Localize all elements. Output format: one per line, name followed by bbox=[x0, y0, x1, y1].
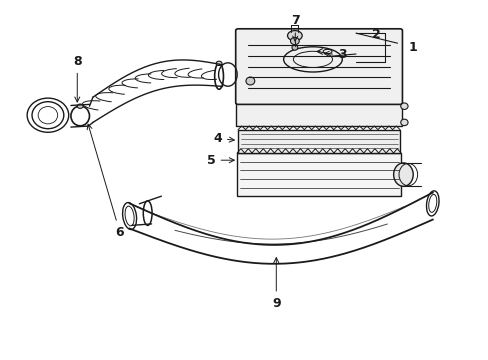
Ellipse shape bbox=[393, 163, 412, 186]
FancyBboxPatch shape bbox=[235, 29, 402, 104]
Ellipse shape bbox=[400, 103, 407, 109]
Text: 2: 2 bbox=[371, 28, 380, 41]
Bar bbox=[236, 103, 401, 126]
Text: 8: 8 bbox=[73, 55, 81, 102]
Ellipse shape bbox=[400, 119, 407, 126]
Bar bbox=[238, 130, 399, 153]
Text: 5: 5 bbox=[206, 154, 234, 167]
Ellipse shape bbox=[77, 104, 83, 108]
Text: 7: 7 bbox=[291, 14, 300, 41]
Ellipse shape bbox=[291, 45, 297, 50]
Text: 9: 9 bbox=[271, 258, 280, 310]
Text: 4: 4 bbox=[213, 132, 234, 145]
Text: 1: 1 bbox=[408, 41, 417, 54]
Ellipse shape bbox=[245, 77, 254, 85]
Text: 3: 3 bbox=[324, 48, 346, 61]
Ellipse shape bbox=[287, 31, 302, 41]
Bar bbox=[237, 153, 400, 196]
Ellipse shape bbox=[290, 37, 299, 45]
Text: 6: 6 bbox=[87, 124, 124, 239]
Ellipse shape bbox=[216, 61, 222, 66]
